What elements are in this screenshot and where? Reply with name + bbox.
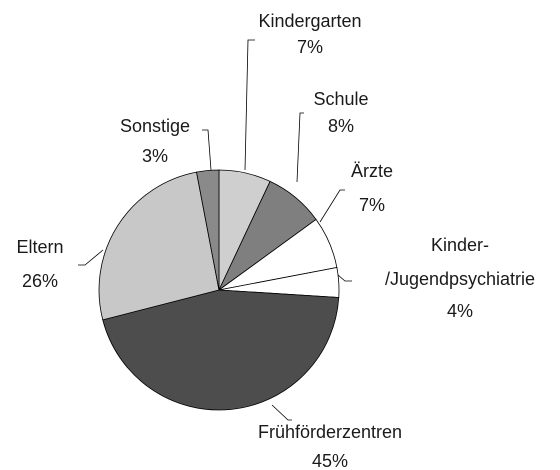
slice-label: Ärzte: [351, 161, 393, 181]
value-label: 8%: [328, 116, 354, 136]
value-label: 3%: [142, 146, 168, 166]
leader-line: [202, 129, 212, 171]
value-label: 45%: [312, 451, 348, 470]
leader-line: [337, 274, 352, 282]
slice-label: Eltern: [16, 237, 63, 257]
slice-label: Kinder-/Jugendpsychiatrie: [385, 235, 535, 289]
pie-slice: [102, 289, 340, 411]
leader-line: [271, 404, 292, 421]
leader-line: [78, 249, 104, 266]
slice-label: Kindergarten: [258, 11, 361, 31]
slice-label: Frühförderzentren: [258, 422, 402, 442]
value-label: 4%: [447, 301, 473, 321]
value-label: 7%: [297, 37, 323, 57]
slice-label: Schule: [313, 89, 368, 109]
pie-slice: [98, 171, 220, 321]
leader-line: [319, 189, 345, 223]
pie-slice: [196, 169, 220, 291]
slice-label: Sonstige: [120, 116, 190, 136]
value-label: 7%: [359, 195, 385, 215]
leader-line: [296, 112, 304, 183]
value-label: 26%: [22, 271, 58, 291]
leader-line: [244, 39, 255, 171]
